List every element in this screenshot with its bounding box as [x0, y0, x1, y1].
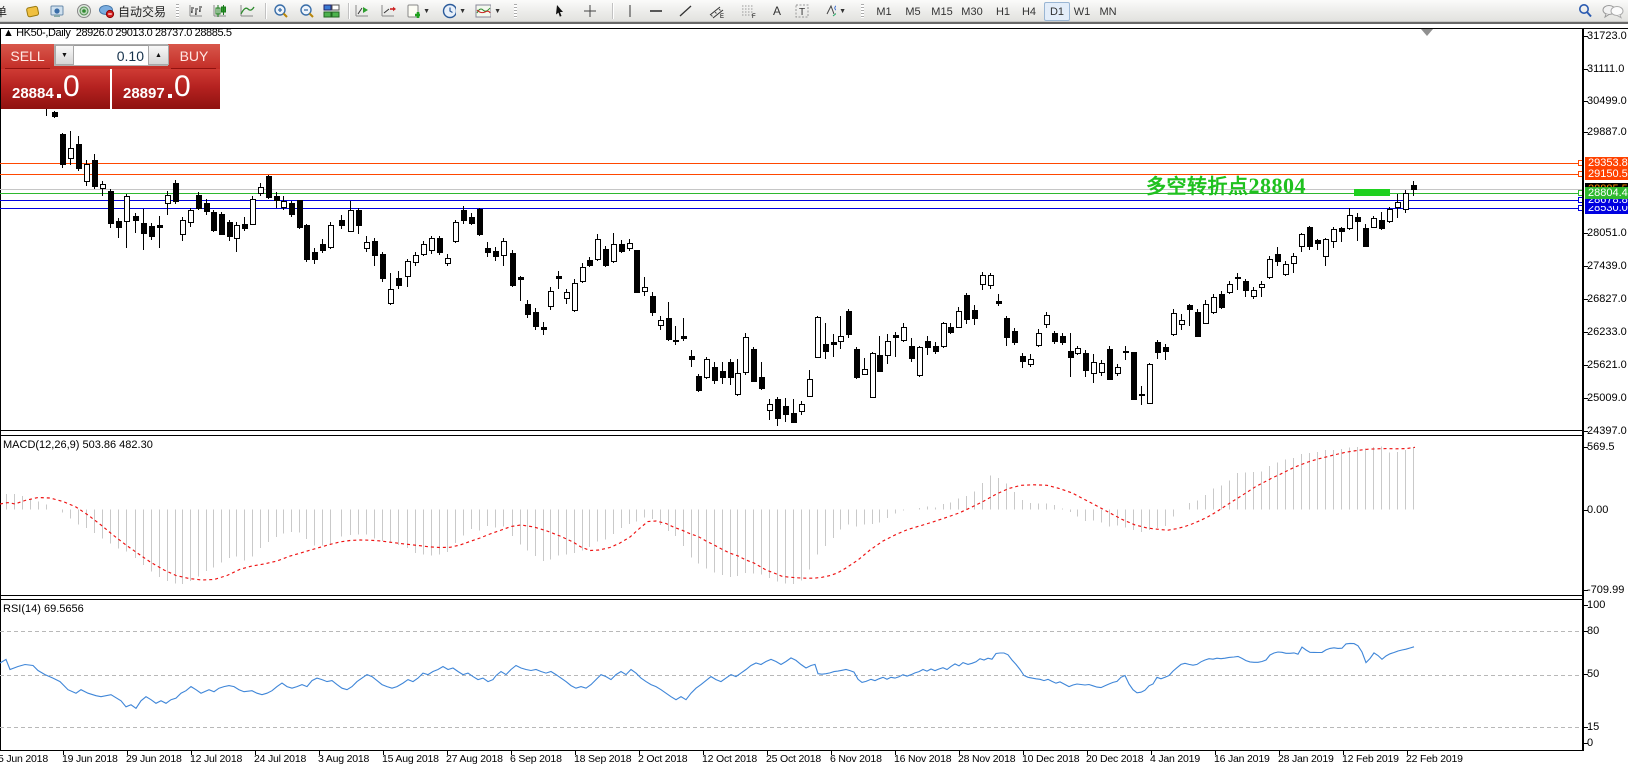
svg-text:F: F	[752, 14, 756, 19]
svg-text:E: E	[720, 14, 724, 19]
svg-text:多空转折点28804: 多空转折点28804	[1146, 173, 1306, 198]
svg-text:T: T	[799, 7, 805, 18]
